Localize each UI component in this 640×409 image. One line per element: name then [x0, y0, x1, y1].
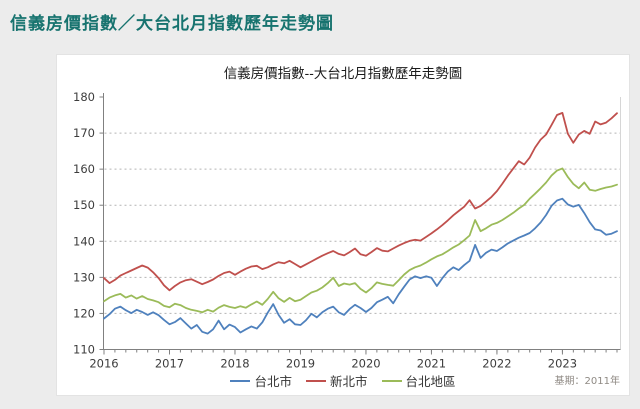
legend-label: 新北市 — [329, 374, 368, 389]
svg-text:110: 110 — [73, 343, 95, 357]
trend-chart: 110 120 130 140 150 160 170 180 2016 2017 2018 2019… — [73, 90, 621, 371]
svg-text:180: 180 — [73, 90, 95, 104]
svg-text:2019: 2019 — [286, 357, 315, 371]
svg-text:120: 120 — [73, 306, 95, 320]
legend-label: 台北地區 — [405, 374, 456, 389]
svg-text:170: 170 — [73, 126, 95, 140]
svg-text:130: 130 — [73, 270, 95, 284]
svg-text:2023: 2023 — [548, 357, 577, 371]
svg-text:2020: 2020 — [351, 357, 380, 371]
svg-text:160: 160 — [73, 162, 95, 176]
base-period-note: 基期：2011年 — [554, 376, 620, 387]
chart-panel: 110 120 130 140 150 160 170 180 2016 2017 2018 2019… — [56, 54, 630, 396]
svg-text:150: 150 — [73, 198, 95, 212]
legend-item-taipei-area: 台北地區 — [381, 371, 456, 390]
legend-item-taipei-city: 台北市 — [230, 371, 292, 390]
legend-label: 台北市 — [254, 374, 292, 389]
svg-text:2018: 2018 — [220, 357, 249, 371]
svg-text:2017: 2017 — [155, 357, 184, 371]
line-swatch-icon — [305, 379, 326, 382]
svg-text:2021: 2021 — [417, 357, 446, 371]
line-swatch-icon — [230, 379, 251, 382]
chart-title: 信義房價指數--大台北月指數歷年走勢圖 — [223, 66, 463, 82]
chart-legend: 台北市 新北市 台北地區 — [57, 371, 629, 390]
page-title: 信義房價指數／大台北月指數歷年走勢圖 — [10, 14, 334, 34]
svg-text:2016: 2016 — [89, 357, 118, 371]
legend-item-new-taipei-city: 新北市 — [305, 371, 368, 390]
svg-text:2022: 2022 — [482, 357, 511, 371]
svg-text:140: 140 — [73, 234, 95, 248]
line-swatch-icon — [381, 379, 402, 382]
